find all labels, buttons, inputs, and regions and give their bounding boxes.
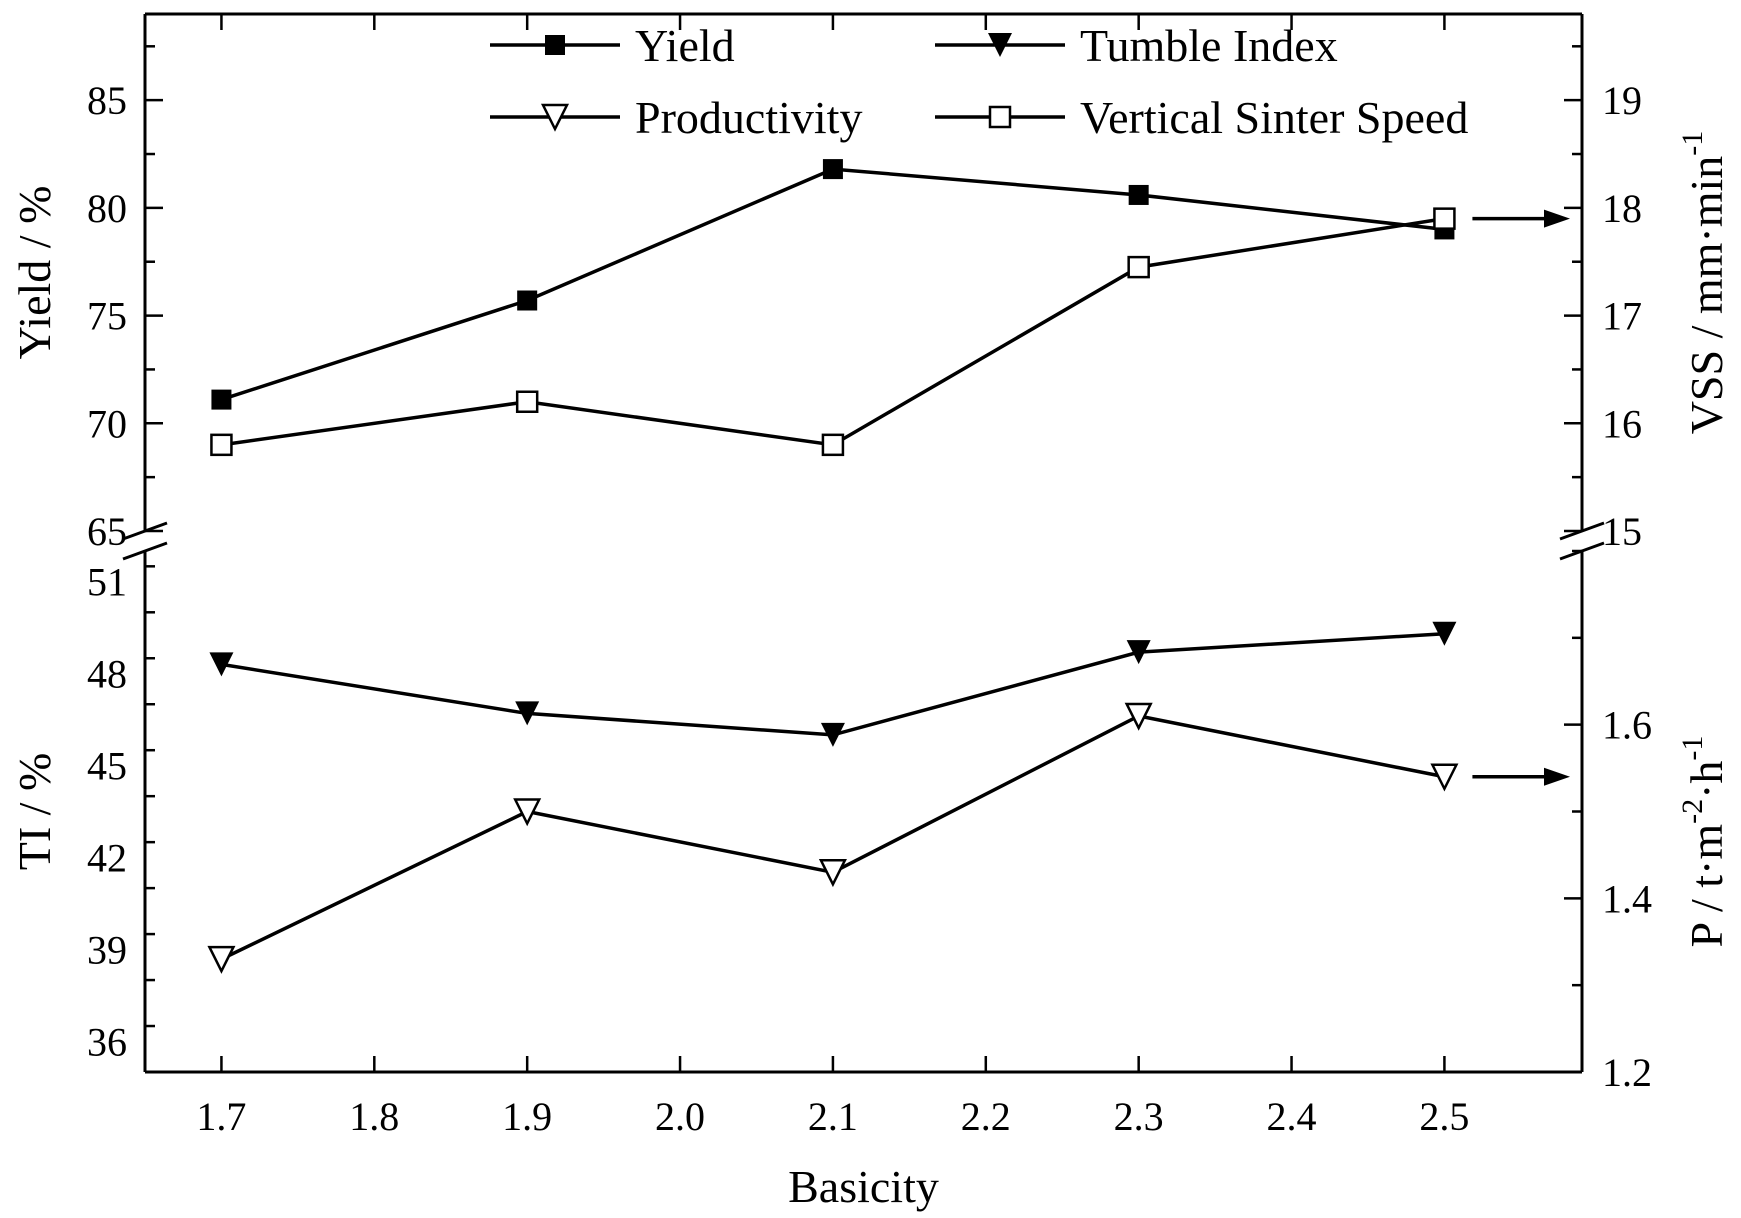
- x-tick-label: 2.0: [655, 1094, 705, 1139]
- vss-axis-tick-label: 16: [1602, 401, 1642, 446]
- productivity-point: [513, 798, 542, 827]
- tumble-index-point: [820, 722, 845, 747]
- x-tick-label: 1.8: [349, 1094, 399, 1139]
- legend-label: Vertical Sinter Speed: [1080, 92, 1468, 143]
- p-axis-title-prefix: P / t·m: [1681, 824, 1732, 948]
- legend-item-tumble-index: Tumble Index: [935, 20, 1338, 71]
- vertical-sinter-speed-point: [515, 390, 539, 413]
- axis-break-mark: [122, 541, 168, 561]
- yield-axis-tick-label: 85: [87, 78, 127, 123]
- vss-axis-title: VSS / mm·min-1: [1676, 131, 1732, 435]
- x-axis-title: Basicity: [788, 1161, 939, 1212]
- p-axis-tick-label: 1.4: [1602, 876, 1652, 921]
- yield-axis-tick-label: 75: [87, 294, 127, 339]
- legend: Yield Tumble Index Productivity Vertical Si…: [490, 20, 1468, 143]
- ti-axis-tick-label: 42: [87, 835, 127, 880]
- x-tick-label: 1.7: [196, 1094, 246, 1139]
- productivity-point: [1124, 702, 1153, 731]
- series-yield: [211, 159, 1455, 410]
- yield-axis-tick-label: 70: [87, 401, 127, 446]
- yield-point: [1128, 184, 1149, 205]
- yield-point: [822, 159, 843, 180]
- x-tick-label: 2.4: [1267, 1094, 1317, 1139]
- x-tick-label: 1.9: [502, 1094, 552, 1139]
- legend-label: Tumble Index: [1080, 20, 1338, 71]
- tumble-index-point: [1126, 640, 1151, 665]
- vertical-sinter-speed-point: [821, 433, 845, 457]
- p-axis-tick-label: 1.2: [1602, 1050, 1652, 1095]
- ti-axis-tick-label: 51: [87, 560, 127, 605]
- p-axis-title-sup1: -2: [1676, 799, 1709, 824]
- p-axis-title-sup2: -1: [1676, 736, 1709, 761]
- yield-line: [220, 167, 1445, 402]
- x-tick-label: 2.2: [961, 1094, 1011, 1139]
- vss-axis-tick-label: 19: [1602, 78, 1642, 123]
- vss-axis-tick-label: 17: [1602, 294, 1642, 339]
- series-productivity: [207, 702, 1570, 974]
- vertical-sinter-speed-line: [221, 216, 1445, 447]
- ti-axis-tick-label: 36: [87, 1019, 127, 1064]
- vss-axis-title-main: VSS / mm·min: [1681, 156, 1732, 435]
- p-axis-title-mid: ·h: [1681, 761, 1732, 799]
- ti-axis-tick-label: 48: [87, 652, 127, 697]
- x-tick-label: 2.3: [1114, 1094, 1164, 1139]
- productivity-point: [207, 945, 236, 974]
- series-vertical-sinter-speed: [210, 207, 1570, 457]
- ti-axis-title: TI / %: [9, 753, 60, 871]
- p-axis-title: P / t·m-2·h-1: [1676, 736, 1732, 948]
- vertical-sinter-speed-arrowhead: [1544, 209, 1570, 228]
- vss-axis-title-sup: -1: [1676, 131, 1709, 156]
- legend-marker: [988, 105, 1012, 129]
- legend-marker: [545, 35, 565, 55]
- legend-label: Productivity: [635, 92, 862, 143]
- legend-marker: [988, 33, 1012, 57]
- tumble-index-point: [1432, 621, 1457, 646]
- legend-item-productivity: Productivity: [490, 92, 862, 143]
- tumble-index-point: [515, 701, 540, 726]
- yield-point: [211, 389, 232, 410]
- ticks: 1.7 1.8 1.9 2.0 2.1 2.2 2.3 2.4 2.5 65 70 75 80 85 15 1…: [87, 14, 1652, 1139]
- legend-marker: [540, 103, 570, 132]
- x-tick-label: 2.5: [1419, 1094, 1469, 1139]
- vss-axis-tick-label: 15: [1602, 509, 1642, 554]
- legend-item-yield: Yield: [490, 20, 735, 71]
- legend-label: Yield: [635, 20, 735, 71]
- tumble-index-line: [221, 632, 1445, 737]
- vertical-sinter-speed-point: [1433, 207, 1456, 230]
- vertical-sinter-speed-point: [1127, 255, 1150, 279]
- p-axis-tick-label: 1.6: [1602, 703, 1652, 748]
- ti-axis-tick-label: 45: [87, 744, 127, 789]
- vertical-sinter-speed-point: [210, 433, 233, 457]
- legend-item-vertical-sinter-speed: Vertical Sinter Speed: [935, 92, 1468, 143]
- productivity-arrowhead: [1544, 767, 1570, 786]
- yield-axis-tick-label: 80: [87, 186, 127, 231]
- series-layer: [207, 159, 1570, 974]
- productivity-point: [818, 859, 847, 888]
- productivity-point: [1430, 763, 1459, 792]
- yield-point: [517, 290, 538, 311]
- x-tick-label: 2.1: [808, 1094, 858, 1139]
- yield-axis-title: Yield / %: [9, 186, 60, 360]
- ti-axis-tick-label: 39: [87, 927, 127, 972]
- series-tumble-index: [209, 621, 1457, 747]
- tumble-index-point: [209, 652, 234, 677]
- vss-axis-tick-label: 18: [1602, 186, 1642, 231]
- yield-axis-tick-label: 65: [87, 509, 127, 554]
- productivity-line: [220, 714, 1445, 961]
